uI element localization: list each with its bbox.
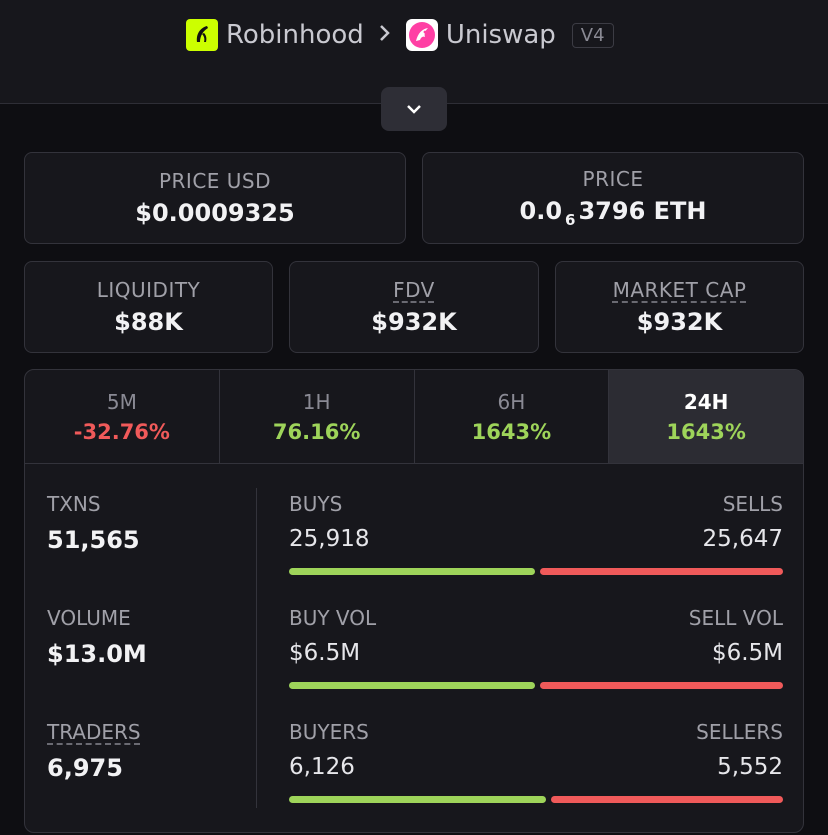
- volume-stat: VOLUME $13.0M: [47, 606, 247, 720]
- uniswap-logo-icon: [405, 19, 438, 51]
- sells-label: SELLS: [722, 492, 783, 516]
- sellers-label: SELLERS: [696, 720, 783, 744]
- tab-6h[interactable]: 6H 1643%: [415, 370, 610, 463]
- price-usd-value: $0.0009325: [135, 199, 295, 227]
- price-eth-card: PRICE 0.0 6 3796 ETH: [422, 152, 804, 244]
- tab-change: 76.16%: [272, 419, 361, 444]
- volume-ratio-bar: [289, 682, 783, 689]
- tab-1h[interactable]: 1H 76.16%: [220, 370, 415, 463]
- buyers-value: 6,126: [289, 754, 355, 780]
- totals-column: TXNS 51,565 VOLUME $13.0M TRADERS 6,975: [47, 492, 247, 832]
- breadcrumb: Robinhood Uniswap V4: [186, 18, 614, 52]
- buy-bar: [289, 568, 535, 575]
- volume-label: VOLUME: [47, 606, 131, 630]
- price-eth-prefix: 0.0: [519, 197, 563, 225]
- buy-bar: [289, 796, 546, 803]
- price-eth-zero-count: 6: [565, 211, 576, 229]
- traders-stat: TRADERS 6,975: [47, 720, 247, 832]
- buy-vol-value: $6.5M: [289, 640, 361, 666]
- fdv-value: $932K: [371, 308, 457, 336]
- buyers-label: BUYERS: [289, 720, 369, 744]
- traders-split: BUYERS SELLERS 6,126 5,552: [289, 720, 783, 832]
- txns-stat: TXNS 51,565: [47, 492, 247, 606]
- market-cap-card: MARKET CAP $932K: [555, 261, 804, 353]
- sell-bar: [551, 796, 783, 803]
- tab-label: 1H: [302, 389, 331, 414]
- sell-bar: [540, 568, 783, 575]
- tab-5m[interactable]: 5M -32.76%: [25, 370, 220, 463]
- buy-bar: [289, 682, 535, 689]
- market-cap-label[interactable]: MARKET CAP: [612, 278, 747, 302]
- price-usd-card: PRICE USD $0.0009325: [24, 152, 406, 244]
- txns-value: 51,565: [47, 526, 140, 554]
- price-usd-label: PRICE USD: [158, 169, 272, 193]
- price-eth-label: PRICE: [582, 167, 644, 191]
- tab-change: 1643%: [471, 419, 552, 444]
- volume-value: $13.0M: [47, 640, 147, 668]
- sells-value: 25,647: [702, 526, 783, 552]
- tab-24h[interactable]: 24H 1643%: [609, 370, 803, 463]
- market-cap-value: $932K: [636, 308, 723, 336]
- txns-label: TXNS: [47, 492, 101, 516]
- sell-vol-value: $6.5M: [711, 640, 783, 666]
- liquidity-value: $88K: [114, 308, 183, 336]
- fdv-card: FDV $932K: [289, 261, 539, 353]
- robinhood-logo-icon: [186, 19, 218, 51]
- sellers-value: 5,552: [717, 754, 783, 780]
- buy-vol-label: BUY VOL: [289, 606, 377, 630]
- timeframe-tabs: 5M -32.76% 1H 76.16% 6H 1643% 24H 1643%: [25, 370, 803, 464]
- tab-label: 6H: [497, 389, 526, 414]
- txns-split: BUYS SELLS 25,918 25,647: [289, 492, 783, 606]
- chevron-down-icon: [405, 100, 423, 119]
- txns-ratio-bar: [289, 568, 783, 575]
- tab-label: 5M: [106, 389, 137, 414]
- buys-label: BUYS: [289, 492, 343, 516]
- sell-bar: [540, 682, 783, 689]
- chevron-right-icon: [378, 23, 392, 48]
- price-eth-suffix: 3796 ETH: [578, 197, 707, 225]
- sell-vol-label: SELL VOL: [688, 606, 783, 630]
- liquidity-card: LIQUIDITY $88K: [24, 261, 273, 353]
- dex-link[interactable]: Uniswap: [445, 20, 556, 50]
- tab-label: 24H: [683, 389, 729, 414]
- version-badge: V4: [571, 22, 614, 48]
- price-eth-value: 0.0 6 3796 ETH: [520, 197, 707, 229]
- volume-split: BUY VOL SELL VOL $6.5M $6.5M: [289, 606, 783, 720]
- liquidity-label: LIQUIDITY: [96, 278, 201, 302]
- tab-change: 1643%: [666, 419, 746, 444]
- chain-link[interactable]: Robinhood: [226, 20, 364, 50]
- column-divider: [256, 488, 257, 808]
- collapse-toggle-button[interactable]: [381, 87, 447, 131]
- pair-header: Robinhood Uniswap V4: [0, 0, 828, 104]
- traders-value: 6,975: [47, 754, 123, 782]
- fdv-label[interactable]: FDV: [393, 278, 435, 302]
- traders-ratio-bar: [289, 796, 783, 803]
- buy-sell-column: BUYS SELLS 25,918 25,647 BUY VOL SELL VO…: [289, 492, 783, 832]
- tab-change: -32.76%: [73, 419, 170, 444]
- buys-value: 25,918: [289, 526, 370, 552]
- traders-label[interactable]: TRADERS: [47, 720, 141, 744]
- stats-panel: 5M -32.76% 1H 76.16% 6H 1643% 24H 1643% …: [24, 369, 804, 833]
